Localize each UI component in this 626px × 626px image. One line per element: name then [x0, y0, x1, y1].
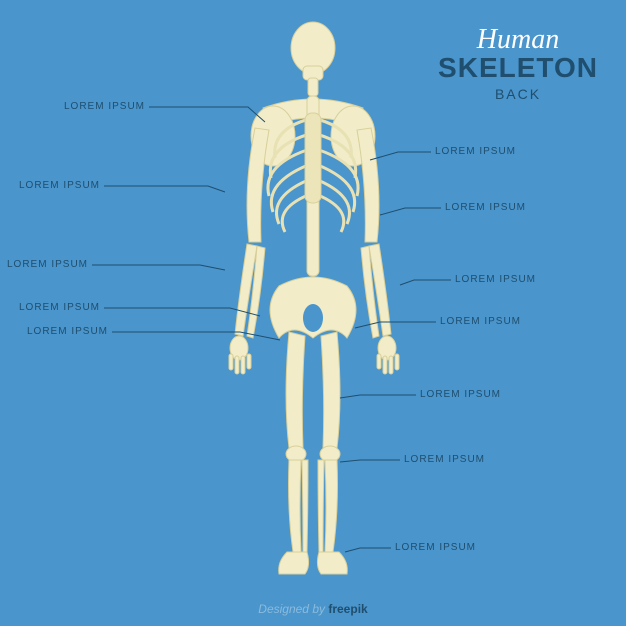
label-right-5: LOREM IPSUM — [404, 454, 485, 465]
label-right-2: LOREM IPSUM — [455, 274, 536, 285]
label-right-6: LOREM IPSUM — [395, 542, 476, 553]
diagram-canvas: Human SKELETON BACK — [0, 0, 626, 626]
title-line2: SKELETON — [438, 52, 598, 84]
footer-by: Designed by — [258, 602, 325, 616]
label-left-0: LOREM IPSUM — [64, 101, 145, 112]
label-right-4: LOREM IPSUM — [420, 389, 501, 400]
footer-brand: freepik — [328, 602, 367, 616]
label-right-1: LOREM IPSUM — [445, 202, 526, 213]
label-right-3: LOREM IPSUM — [440, 316, 521, 327]
title-line3: BACK — [438, 86, 598, 102]
label-right-0: LOREM IPSUM — [435, 146, 516, 157]
title-block: Human SKELETON BACK — [438, 24, 598, 102]
label-left-3: LOREM IPSUM — [19, 302, 100, 313]
label-left-2: LOREM IPSUM — [7, 259, 88, 270]
label-left-1: LOREM IPSUM — [19, 180, 100, 191]
skeleton-illustration — [183, 18, 443, 598]
footer-credit: Designed by freepik — [0, 602, 626, 616]
label-left-4: LOREM IPSUM — [27, 326, 108, 337]
